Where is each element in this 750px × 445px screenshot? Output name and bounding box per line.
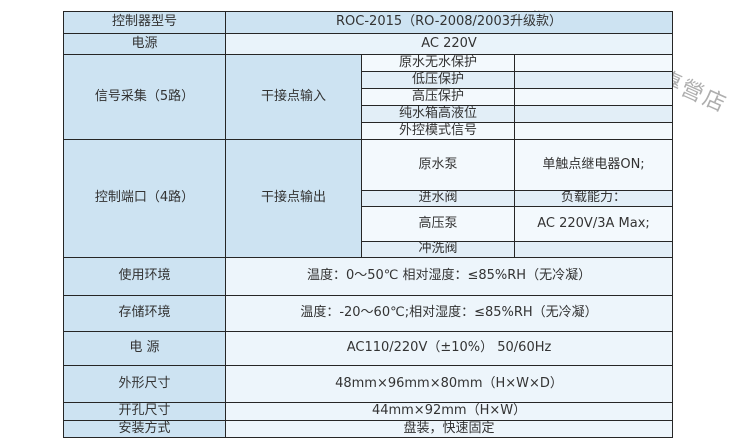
row-power-supply: 电 源 AC110/220V（±10%） 50/60Hz — [63, 331, 674, 366]
cell-signal-item: 高压保护 — [361, 88, 515, 106]
row-control-2: 进水阀 负载能力： — [64, 190, 674, 207]
cell-empty — [513, 88, 674, 106]
cell-empty — [513, 122, 674, 140]
cell-control-item: 冲洗阀 — [361, 241, 515, 258]
row-signal-1: 信号采集（5路） 干接点输入 原水无水保护 — [63, 54, 674, 140]
cell-model-label: 控制器型号 — [63, 11, 226, 34]
cell-signal-item: 纯水箱高液位 — [361, 105, 515, 123]
row-signal-5: 外控模式信号 — [64, 122, 674, 140]
row-outer-size: 外形尺寸 48mm×96mm×80mm（H×W×D） — [63, 365, 674, 403]
cell-empty — [513, 105, 674, 123]
cell-control-item: 进水阀 — [361, 190, 515, 207]
cell-row-label: 使用环境 — [63, 257, 226, 296]
cell-control-type: 干接点输出 — [225, 139, 362, 258]
row-env-operating: 使用环境 温度：0～50℃ 相对湿度：≤85%RH（无冷凝） — [63, 257, 674, 296]
cell-control-note: AC 220V/3A Max; — [513, 206, 674, 242]
cell-row-value: 48mm×96mm×80mm（H×W×D） — [224, 365, 674, 403]
cell-row-label: 存储环境 — [63, 295, 226, 332]
cell-row-label: 外形尺寸 — [63, 365, 226, 403]
cell-empty — [513, 54, 674, 72]
row-signal-2: 低压保护 — [64, 71, 674, 89]
cell-signal-item: 低压保护 — [361, 71, 515, 89]
cell-signal-label: 信号采集（5路） — [63, 54, 226, 140]
cell-row-value: AC110/220V（±10%） 50/60Hz — [224, 331, 674, 366]
cell-row-value: 盘装，快速固定 — [224, 420, 674, 438]
cell-control-label: 控制端口（4路） — [63, 139, 226, 258]
cell-model-value: ROC-2015（RO-2008/2003升级款） — [224, 11, 674, 34]
row-power-top: 电源 AC 220V — [63, 33, 674, 55]
cell-row-label: 开孔尺寸 — [63, 402, 226, 421]
row-controller-model: 控制器型号 ROC-2015（RO-2008/2003升级款） — [63, 11, 674, 34]
cell-row-value: 温度：-20～60℃;相对湿度：≤85%RH（无冷凝） — [224, 295, 674, 332]
cell-control-note — [513, 241, 674, 258]
row-control-3: 高压泵 AC 220V/3A Max; — [64, 206, 674, 242]
spec-table: 控制器型号 ROC-2015（RO-2008/2003升级款） 电源 AC 22… — [63, 11, 674, 438]
cell-signal-type: 干接点输入 — [225, 54, 362, 140]
cell-power-label: 电源 — [63, 33, 226, 55]
row-env-storage: 存储环境 温度：-20～60℃;相对湿度：≤85%RH（无冷凝） — [63, 295, 674, 332]
cell-signal-item: 外控模式信号 — [361, 122, 515, 140]
cell-control-note: 单触点继电器ON; — [513, 139, 674, 191]
row-mounting: 安装方式 盘装，快速固定 — [63, 420, 674, 438]
cell-control-item: 原水泵 — [361, 139, 515, 191]
cell-control-note: 负载能力： — [513, 190, 674, 207]
cell-row-label: 安装方式 — [63, 420, 226, 438]
cell-signal-item: 原水无水保护 — [361, 54, 515, 72]
cell-empty — [513, 71, 674, 89]
cell-row-label: 电 源 — [63, 331, 226, 366]
cell-row-value: 温度：0～50℃ 相对湿度：≤85%RH（无冷凝） — [224, 257, 674, 296]
cell-power-value: AC 220V — [224, 33, 674, 55]
cell-row-value: 44mm×92mm（H×W） — [224, 402, 674, 421]
cell-control-item: 高压泵 — [361, 206, 515, 242]
row-cutout-size: 开孔尺寸 44mm×92mm（H×W） — [63, 402, 674, 421]
row-control-1: 控制端口（4路） 干接点输出 原水泵 单触点继电器ON; — [63, 139, 674, 258]
